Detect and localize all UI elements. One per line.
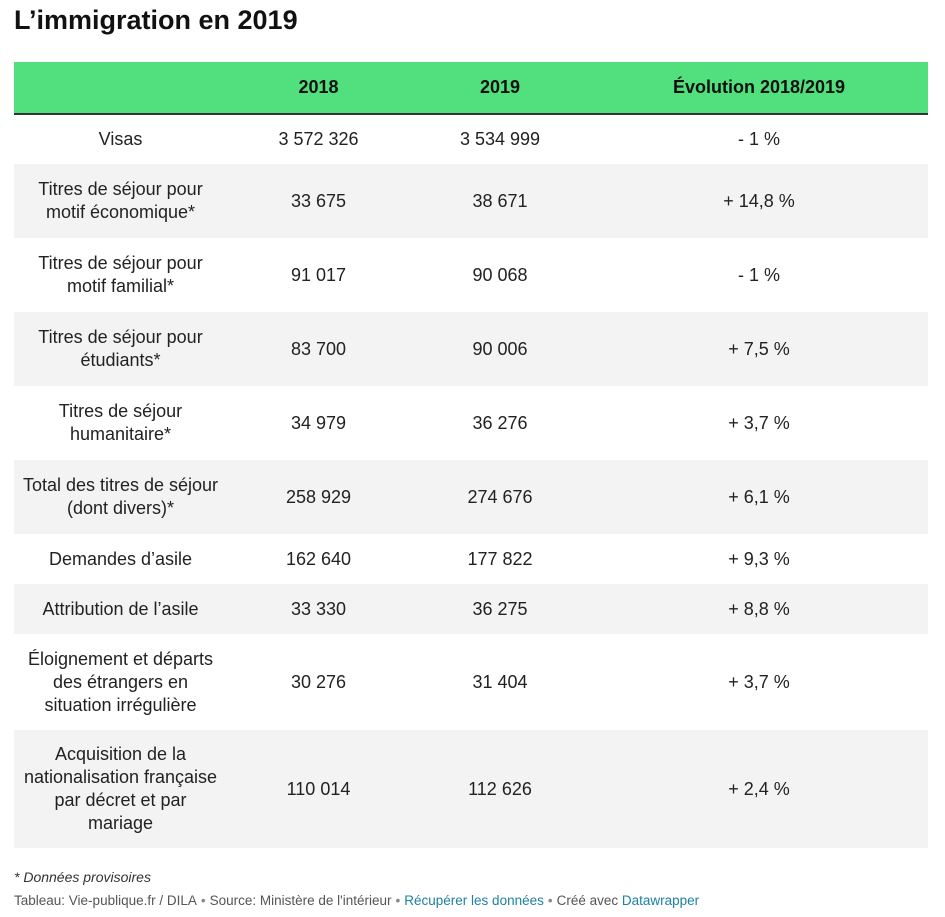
cell-evolution: - 1 % — [590, 113, 928, 164]
cell-2019: 38 671 — [472, 190, 528, 211]
cell-2018: 162 640 — [285, 548, 352, 569]
created-with-text: Créé avec — [556, 893, 619, 908]
row-label: Titres de séjour pour motif familial* — [38, 253, 203, 296]
row-label: Acquisition de la nationalisation frança… — [23, 744, 218, 833]
cell-2019: 112 626 — [468, 778, 532, 799]
separator: • — [547, 893, 553, 908]
cell-evolution: + 8,8 % — [728, 598, 790, 619]
row-label: Titres de séjour pour motif économique* — [38, 179, 203, 222]
row-label: Visas — [14, 113, 227, 164]
table-row: Acquisition de la nationalisation frança… — [14, 730, 928, 848]
table-row: Titres de séjour pour motif familial* 91… — [14, 238, 928, 312]
column-header-label — [14, 62, 227, 114]
cell-evolution: + 3,7 % — [728, 671, 790, 692]
cell-2019: 3 534 999 — [410, 113, 590, 164]
cell-2018: 3 572 326 — [227, 113, 410, 164]
table-row: Total des titres de séjour (dont divers)… — [14, 460, 928, 534]
data-table: 2018 2019 Évolution 2018/2019 Visas 3 57… — [14, 62, 928, 848]
cell-evolution: + 2,4 % — [728, 778, 790, 799]
separator: • — [395, 893, 401, 908]
row-label: Attribution de l’asile — [42, 598, 199, 619]
table-row: Titres de séjour pour motif économique* … — [14, 164, 928, 238]
table-header-row: 2018 2019 Évolution 2018/2019 — [14, 62, 928, 114]
cell-evolution: + 3,7 % — [728, 412, 790, 433]
table-row: Demandes d’asile 162 640 177 822 + 9,3 % — [14, 534, 928, 584]
cell-2018: 83 700 — [290, 338, 347, 359]
cell-2018: 30 276 — [290, 671, 347, 692]
cell-2019: 36 275 — [472, 598, 528, 619]
separator: • — [200, 893, 206, 908]
cell-2019: 274 676 — [467, 486, 533, 507]
source-line: Tableau: Vie-publique.fr / DILA • Source: … — [14, 893, 699, 908]
cell-2018: 33 675 — [290, 190, 347, 211]
cell-2018: 110 014 — [286, 778, 351, 799]
credit-text: Tableau: Vie-publique.fr / DILA — [14, 893, 197, 908]
column-header-2019: 2019 — [479, 77, 521, 97]
cell-evolution: + 6,1 % — [728, 486, 790, 507]
column-header-2018: 2018 — [298, 77, 339, 97]
page-title: L’immigration en 2019 — [14, 5, 298, 35]
cell-2018: 34 979 — [290, 412, 347, 433]
row-label: Total des titres de séjour (dont divers)… — [22, 475, 219, 518]
cell-2019: 36 276 — [472, 412, 528, 433]
row-label: Demandes d’asile — [48, 548, 193, 569]
table-row: Titres de séjour humanitaire* 34 979 36 … — [14, 386, 928, 460]
cell-2019: 90 068 — [472, 264, 528, 285]
table-row: Titres de séjour pour étudiants* 83 700 … — [14, 312, 928, 386]
cell-evolution: - 1 % — [737, 264, 780, 285]
cell-2018: 258 929 — [285, 486, 352, 507]
cell-2019: 31 404 — [472, 671, 528, 692]
cell-2018: 33 330 — [290, 598, 347, 619]
table-row: Attribution de l’asile 33 330 36 275 + 8… — [14, 584, 928, 634]
cell-evolution: + 9,3 % — [728, 548, 790, 569]
cell-evolution: + 7,5 % — [728, 338, 790, 359]
table-row: Visas 3 572 326 3 534 999 - 1 % — [14, 113, 928, 164]
cell-2019: 90 006 — [472, 338, 528, 359]
row-label: Titres de séjour pour étudiants* — [38, 327, 203, 370]
cell-2018: 91 017 — [290, 264, 347, 285]
row-label: Éloignement et départs des étrangers en … — [27, 648, 214, 715]
download-data-link[interactable]: Récupérer les données — [404, 893, 544, 908]
table-row: Éloignement et départs des étrangers en … — [14, 634, 928, 730]
footnote: * Données provisoires — [14, 869, 151, 885]
datawrapper-link[interactable]: Datawrapper — [621, 893, 700, 908]
cell-evolution: + 14,8 % — [723, 190, 795, 211]
column-header-evolution: Évolution 2018/2019 — [672, 77, 846, 97]
source-text: Source: Ministère de l'intérieur — [209, 893, 392, 908]
row-label: Titres de séjour humanitaire* — [58, 401, 183, 444]
cell-2019: 177 822 — [467, 548, 533, 569]
